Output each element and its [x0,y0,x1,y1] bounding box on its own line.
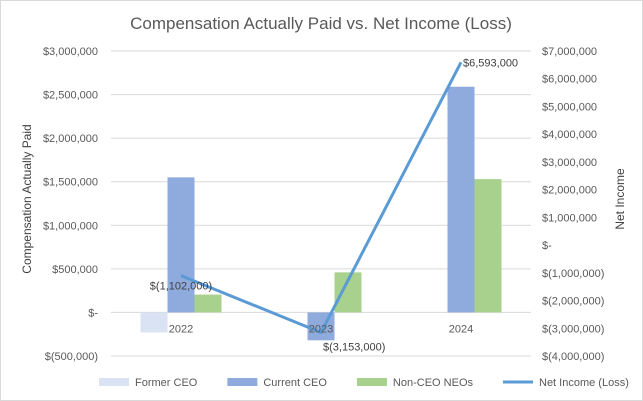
bar-non-ceo-neos [474,179,502,313]
left-tick-label: $1,500,000 [43,177,98,189]
bars [140,86,502,341]
chart-title: Compensation Actually Paid vs. Net Incom… [130,14,512,33]
category-label: 2022 [169,323,193,335]
legend-item: Former CEO [99,377,198,389]
left-tick-label: $- [88,307,98,319]
right-tick-label: $1,000,000 [542,212,597,224]
left-tick-label: $2,500,000 [43,90,98,102]
category-label: 2023 [309,323,333,335]
bar-current-ceo [447,86,475,313]
legend-label: Non-CEO NEOs [393,377,474,389]
legend-swatch [356,378,387,386]
bar-current-ceo [167,177,195,313]
data-labels: $(1,102,000) $(3,153,000) $6,593,000 [150,57,518,353]
legend-label: Former CEO [135,377,198,389]
right-tick-label: $(1,000,000) [542,268,604,280]
legend-label: Net Income (Loss) [539,377,629,389]
right-axis-ticks: $(4,000,000) $(3,000,000) $(2,000,000) $(1,… [542,46,604,363]
bar-former-ceo [140,312,168,333]
left-tick-label: $(500,000) [45,351,98,363]
category-label: 2024 [449,323,473,335]
bar-non-ceo-neos [194,294,222,313]
left-tick-label: $500,000 [52,264,98,276]
right-tick-label: $4,000,000 [542,129,597,141]
left-tick-label: $2,000,000 [43,133,98,145]
legend-swatch [99,378,129,386]
right-tick-label: $5,000,000 [542,101,597,113]
legend-item: Current CEO [227,377,327,389]
right-axis-title: Net Income [613,168,627,230]
right-tick-label: $(2,000,000) [542,296,604,308]
right-tick-label: $- [542,240,552,252]
legend-swatch [227,378,258,386]
net-income-data-label: $(1,102,000) [150,281,212,293]
net-income-data-label: $6,593,000 [463,57,518,69]
left-axis-ticks: $(500,000) $- $500,000 $1,000,000 $1,500,000… [43,46,98,363]
right-tick-label: $3,000,000 [542,157,597,169]
category-labels: 2022 2023 2024 [169,323,473,335]
right-tick-label: $6,000,000 [542,74,597,86]
legend-item: Non-CEO NEOs [356,377,474,389]
legend-item: Net Income (Loss) [503,377,629,389]
right-tick-label: $(4,000,000) [542,351,604,363]
legend: Former CEO Current CEO Non-CEO NEOs Net Inc… [99,377,629,389]
net-income-line-group [180,61,463,335]
right-tick-label: $2,000,000 [542,185,597,197]
net-income-data-label: $(3,153,000) [323,342,385,354]
legend-label: Current CEO [263,377,327,389]
net-income-line [180,61,463,335]
left-axis-title: Compensation Actually Paid [20,124,34,273]
left-tick-label: $1,000,000 [43,220,98,232]
right-tick-label: $(3,000,000) [542,323,604,335]
right-tick-label: $7,000,000 [542,46,597,58]
left-tick-label: $3,000,000 [43,46,98,58]
